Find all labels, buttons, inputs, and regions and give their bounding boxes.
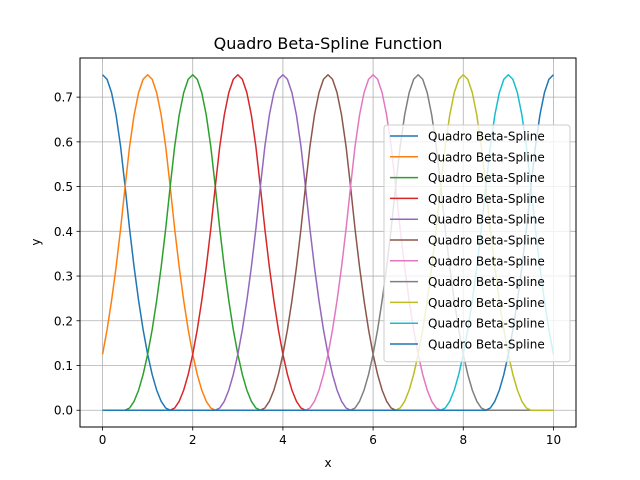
y-tick-label: 0.2 — [54, 314, 73, 328]
x-tick-label: 10 — [546, 433, 561, 447]
x-tick-label: 0 — [99, 433, 107, 447]
y-tick-label: 0.3 — [54, 270, 73, 284]
legend-entry: Quadro Beta-Spline — [428, 338, 545, 352]
legend-entry: Quadro Beta-Spline — [428, 213, 545, 227]
x-tick-label: 6 — [369, 433, 377, 447]
legend-entry: Quadro Beta-Spline — [428, 317, 545, 331]
y-tick-label: 0.0 — [54, 404, 73, 418]
x-tick-label: 8 — [459, 433, 467, 447]
y-tick-label: 0.7 — [54, 91, 73, 105]
legend: Quadro Beta-Spline Quadro Beta-Spline Quad… — [383, 124, 571, 363]
legend-entry: Quadro Beta-Spline — [428, 275, 545, 289]
y-tick-label: 0.1 — [54, 359, 73, 373]
y-tick-label: 0.4 — [54, 225, 73, 239]
plot-frame — [79, 57, 577, 428]
axis-ticks: 0 2 4 6 8 10 0.0 0.1 0.2 0.3 0.4 0.5 0.6 0.7 — [54, 91, 561, 447]
legend-entry: Quadro Beta-Spline — [428, 192, 545, 206]
legend-entry: Quadro Beta-Spline — [428, 296, 545, 310]
series-line-11 — [102, 74, 554, 411]
y-tick-label: 0.5 — [54, 180, 73, 194]
legend-entry: Quadro Beta-Spline — [428, 130, 545, 144]
x-axis-label: x — [324, 456, 331, 470]
legend-entry: Quadro Beta-Spline — [428, 171, 545, 185]
legend-entry: Quadro Beta-Spline — [428, 150, 545, 164]
y-tick-label: 0.6 — [54, 135, 73, 149]
chart-title: Quadro Beta-Spline Function — [214, 34, 443, 53]
x-tick-label: 2 — [189, 433, 197, 447]
legend-box — [383, 124, 571, 363]
legend-entry: Quadro Beta-Spline — [428, 234, 545, 248]
x-tick-label: 4 — [279, 433, 287, 447]
y-axis-label: y — [29, 238, 43, 245]
series-group — [101, 74, 555, 411]
legend-entry: Quadro Beta-Spline — [428, 254, 545, 268]
